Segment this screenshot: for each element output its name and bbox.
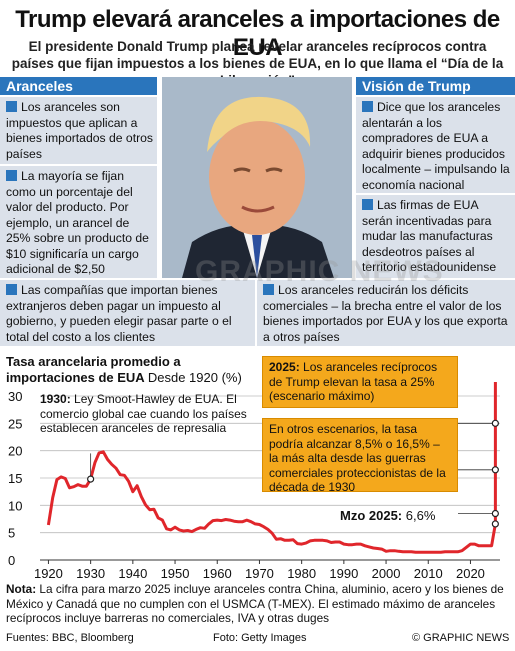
x-tick-label: 1980	[287, 566, 316, 581]
bullet-square-icon	[362, 199, 373, 210]
x-tick-label: 1970	[245, 566, 274, 581]
right-item-2: Las firmas de EUA serán incentivadas par…	[362, 198, 497, 274]
page-title: Trump elevará aranceles a importaciones …	[15, 6, 500, 61]
y-tick-label: 15	[8, 471, 22, 486]
vision-trump-heading: Visión de Trump	[356, 77, 515, 95]
smoot-year: 1930:	[40, 392, 71, 406]
max-text: Los aranceles recíprocos de Trump elevan…	[269, 360, 438, 403]
wide-item-1: Las compañías que importan bienes extran…	[6, 283, 232, 344]
x-tick-label: 2010	[414, 566, 443, 581]
photo-credit: Foto: Getty Images	[213, 632, 307, 644]
left-item-1: Los aranceles son impuestos que aplican …	[6, 100, 154, 161]
chart-title-main: Tasa arancelaria promedio a importacione…	[6, 354, 181, 385]
left-box-2: La mayoría se fijan como un porcentaje d…	[0, 166, 157, 278]
portrait-illustration	[162, 77, 352, 278]
data-point-marker	[491, 520, 499, 528]
sources: Fuentes: BBC, Bloomberg	[6, 632, 134, 644]
left-box-1: Los aranceles son impuestos que aplican …	[0, 97, 157, 164]
bullet-square-icon	[6, 101, 17, 112]
right-box-1: Dice que los aranceles alentarán a los c…	[356, 97, 515, 193]
chart-note: Nota: La cifra para marzo 2025 incluye a…	[6, 582, 511, 626]
march-label: Mzo 2025:	[340, 508, 403, 523]
y-tick-label: 30	[8, 389, 22, 404]
y-tick-label: 25	[8, 416, 22, 431]
x-tick-label: 2000	[372, 566, 401, 581]
x-tick-label: 2020	[456, 566, 485, 581]
bullet-square-icon	[6, 284, 17, 295]
x-tick-label: 1950	[161, 566, 190, 581]
right-box-2: Las firmas de EUA serán incentivadas par…	[356, 195, 515, 278]
trump-photo	[162, 77, 352, 278]
right-item-1: Dice que los aranceles alentarán a los c…	[362, 100, 510, 192]
data-point-marker	[491, 419, 499, 427]
wide-box-left: Las compañías que importan bienes extran…	[0, 280, 255, 346]
smoot-text: Ley Smoot-Hawley de EUA. El comercio glo…	[40, 392, 247, 435]
x-tick-label: 1940	[118, 566, 147, 581]
y-tick-label: 20	[8, 444, 22, 459]
max-scenario-box: 2025: Los aranceles recíprocos de Trump …	[262, 356, 458, 408]
data-point-marker	[87, 475, 95, 483]
series-line	[46, 382, 497, 554]
y-tick-label: 10	[8, 498, 22, 513]
chart-title-unit: Desde 1920 (%)	[147, 370, 242, 385]
chart-title: Tasa arancelaria promedio a importacione…	[6, 354, 256, 386]
scenarios-text: En otros escenarios, la tasa podría alca…	[269, 422, 446, 494]
bullet-square-icon	[6, 170, 17, 181]
note-text: La cifra para marzo 2025 incluye arancel…	[6, 582, 504, 625]
x-tick-label: 1930	[76, 566, 105, 581]
x-tick-label: 1960	[203, 566, 232, 581]
x-tick-label: 1920	[34, 566, 63, 581]
x-tick-label: 1990	[329, 566, 358, 581]
page-subtitle: El presidente Donald Trump planea revela…	[11, 39, 504, 88]
y-tick-label: 0	[8, 553, 15, 568]
bullet-square-icon	[263, 284, 274, 295]
left-item-2: La mayoría se fijan como un porcentaje d…	[6, 169, 149, 276]
wide-box-right: Los aranceles reducirán los déficits com…	[257, 280, 515, 346]
wide-item-2: Los aranceles reducirán los déficits com…	[263, 283, 508, 344]
smoot-hawley-annotation: 1930: Ley Smoot-Hawley de EUA. El comerc…	[40, 392, 255, 436]
data-point-marker	[491, 466, 499, 474]
note-label: Nota:	[6, 582, 37, 596]
aranceles-heading: Aranceles	[0, 77, 157, 95]
y-tick-label: 5	[8, 526, 15, 541]
watermark: GRAPHIC NEWS	[195, 255, 444, 288]
bullet-square-icon	[362, 101, 373, 112]
max-year: 2025:	[269, 360, 300, 374]
other-scenarios-box: En otros escenarios, la tasa podría alca…	[262, 418, 458, 494]
data-point-marker	[491, 509, 499, 518]
march-2025-label: Mzo 2025: 6,6%	[340, 508, 436, 524]
march-value: 6,6%	[402, 508, 436, 523]
brand-credit: © GRAPHIC NEWS	[412, 632, 510, 644]
